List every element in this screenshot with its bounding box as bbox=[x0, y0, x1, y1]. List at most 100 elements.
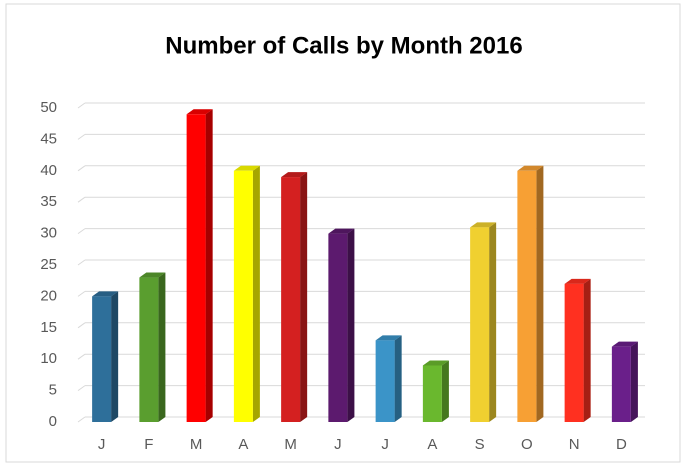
y-tick-label: 10 bbox=[40, 350, 57, 367]
x-tick-label: A bbox=[238, 436, 248, 453]
bar-front bbox=[328, 233, 348, 422]
bar-front bbox=[139, 277, 159, 422]
bar-top-shade bbox=[564, 278, 591, 284]
bar-front bbox=[375, 340, 395, 422]
bar bbox=[375, 335, 402, 422]
bar-side bbox=[111, 291, 119, 422]
bar-top bbox=[375, 335, 402, 341]
x-tick-label: J bbox=[98, 436, 106, 453]
bar-side-shade bbox=[158, 272, 166, 422]
y-tick-label: 45 bbox=[40, 130, 57, 147]
bar-front bbox=[281, 177, 301, 422]
bar bbox=[281, 172, 308, 422]
bar-top bbox=[139, 272, 166, 278]
y-tick-label: 15 bbox=[40, 319, 57, 336]
bar-top bbox=[564, 278, 591, 284]
bar-top bbox=[422, 360, 449, 366]
bar-top bbox=[611, 341, 638, 347]
bar-top-shade bbox=[611, 341, 638, 347]
bar bbox=[564, 278, 591, 422]
bar-top-shade bbox=[470, 222, 497, 228]
bar-top bbox=[281, 172, 308, 178]
y-tick-label: 35 bbox=[40, 193, 57, 210]
y-tick-label: 0 bbox=[49, 413, 57, 430]
bar-front bbox=[611, 346, 631, 422]
x-tick-label: F bbox=[144, 436, 153, 453]
bar bbox=[517, 165, 544, 423]
bar-side-shade bbox=[347, 228, 355, 422]
x-tick-label: J bbox=[334, 436, 342, 453]
bar-side-shade bbox=[300, 172, 308, 422]
grid-line-wall bbox=[77, 196, 86, 203]
y-tick-label: 50 bbox=[40, 99, 57, 116]
bar-top bbox=[92, 291, 119, 297]
grid-line-wall bbox=[77, 353, 86, 360]
bar-top bbox=[328, 228, 355, 234]
bar-top-shade bbox=[186, 109, 213, 115]
grid-line-wall bbox=[77, 165, 86, 172]
y-tick-label: 40 bbox=[40, 162, 57, 179]
bar-side-shade bbox=[536, 165, 544, 423]
bar-side-shade bbox=[111, 291, 119, 422]
bar-front bbox=[564, 283, 584, 422]
bar-side-shade bbox=[583, 278, 591, 422]
x-tick-label: J bbox=[381, 436, 389, 453]
grid-line-wall bbox=[77, 416, 86, 423]
bar-top-shade bbox=[92, 291, 119, 297]
bar-top bbox=[470, 222, 497, 228]
bar-top-shade bbox=[328, 228, 355, 234]
bar-top-shade bbox=[422, 360, 449, 366]
bar-top-shade bbox=[375, 335, 402, 341]
y-tick-label: 25 bbox=[40, 256, 57, 273]
grid-line-wall bbox=[77, 102, 86, 109]
x-tick-label: O bbox=[521, 436, 533, 453]
grid-line-wall bbox=[77, 228, 86, 235]
grid-line-wall bbox=[77, 259, 86, 266]
bar-side bbox=[158, 272, 166, 422]
bar-side bbox=[300, 172, 308, 422]
bar bbox=[186, 109, 213, 422]
bar-side bbox=[630, 341, 638, 422]
bar-side-shade bbox=[630, 341, 638, 422]
bar-side bbox=[205, 109, 213, 422]
bar-side bbox=[347, 228, 355, 422]
bar-side bbox=[536, 165, 544, 423]
x-tick-label: M bbox=[284, 436, 297, 453]
bar-side-shade bbox=[441, 360, 449, 422]
bar-front bbox=[470, 227, 490, 422]
bar-top-shade bbox=[281, 172, 308, 178]
bar-top-shade bbox=[233, 165, 260, 171]
x-tick-label: S bbox=[475, 436, 485, 453]
bar-front bbox=[422, 365, 442, 422]
grid-line-wall bbox=[77, 385, 86, 392]
bar bbox=[233, 165, 260, 423]
bar-side bbox=[394, 335, 402, 422]
bar-side bbox=[441, 360, 449, 422]
x-tick-label: D bbox=[616, 436, 627, 453]
bar-side bbox=[252, 165, 260, 423]
y-tick-label: 20 bbox=[40, 287, 57, 304]
bar-side-shade bbox=[252, 165, 260, 423]
bar-side bbox=[489, 222, 497, 422]
x-tick-label: M bbox=[190, 436, 203, 453]
bar-top-shade bbox=[517, 165, 544, 171]
bar bbox=[92, 291, 119, 422]
bar-side-shade bbox=[205, 109, 213, 422]
bar bbox=[470, 222, 497, 422]
y-tick-label: 5 bbox=[49, 382, 57, 399]
x-tick-label: N bbox=[569, 436, 580, 453]
bar-top bbox=[186, 109, 213, 115]
y-tick-label: 30 bbox=[40, 225, 57, 242]
bar bbox=[422, 360, 449, 422]
bar-side-shade bbox=[489, 222, 497, 422]
grid-line-wall bbox=[77, 290, 86, 297]
bar-side-shade bbox=[394, 335, 402, 422]
bar-side bbox=[583, 278, 591, 422]
bar-top bbox=[517, 165, 544, 171]
grid-line-wall bbox=[77, 322, 86, 329]
bar-top bbox=[233, 165, 260, 171]
bar bbox=[611, 341, 638, 422]
bar bbox=[139, 272, 166, 422]
bar-top-shade bbox=[139, 272, 166, 278]
